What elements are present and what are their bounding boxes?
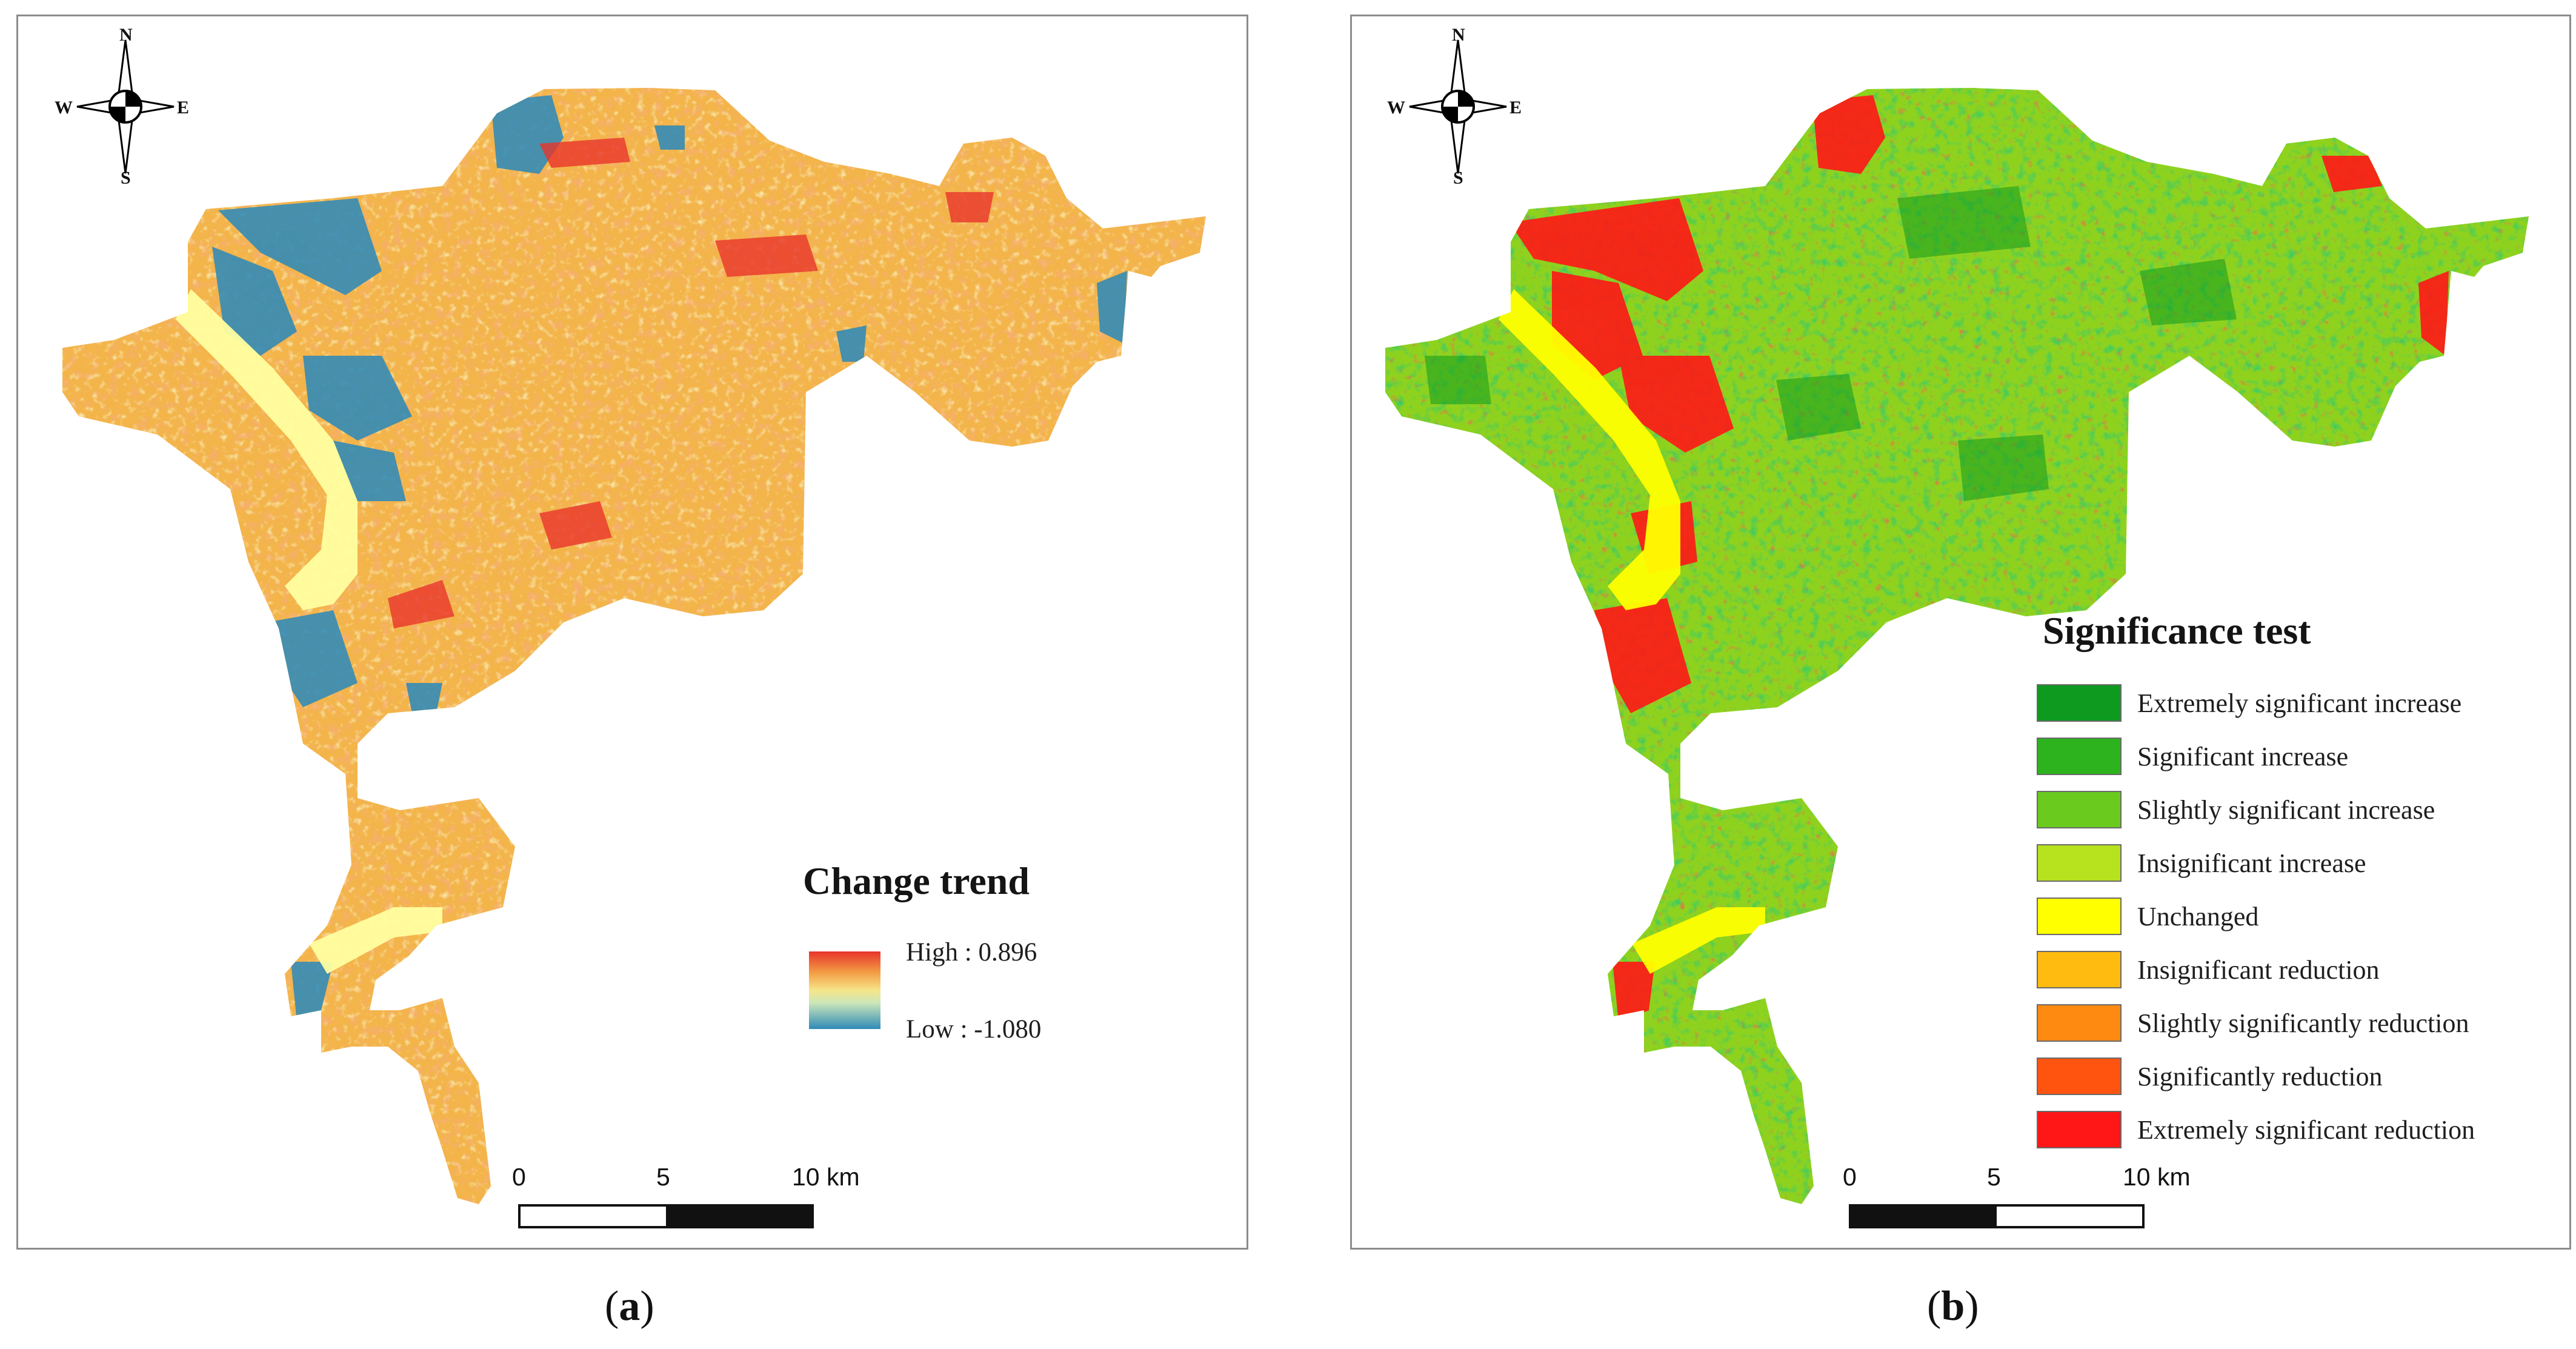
legend-swatch (2037, 1058, 2122, 1095)
significance-test-raster (1385, 88, 2529, 1204)
compass-south-label: S (1453, 168, 1463, 188)
map-panel-a: N S W E Change trend High : 0.896 Low : … (16, 15, 1248, 1250)
caption-a: (a) (605, 1283, 654, 1330)
change-trend-raster (62, 88, 1206, 1204)
legend-swatch (2037, 684, 2122, 722)
north-arrow-compass: N S W E (55, 26, 189, 187)
scale-tick-5: 5 (656, 1163, 670, 1191)
legend-label: Extremely significant reduction (2137, 1114, 2475, 1145)
legend-label: Insignificant reduction (2137, 954, 2380, 985)
scale-tick-10: 10 km (792, 1163, 860, 1191)
scale-bar: 0 5 10 km (512, 1163, 860, 1248)
scale-bar-graphic (1849, 1204, 2145, 1228)
legend-item: Significantly reduction (2037, 1058, 2382, 1095)
legend-item: Significant increase (2037, 738, 2348, 775)
legend-swatch (2037, 844, 2122, 882)
legend-low-label: Low : -1.080 (906, 1015, 1042, 1044)
legend-item: Slightly significant increase (2037, 791, 2435, 828)
significance-test-map (1385, 88, 2529, 1204)
compass-north-label: N (1452, 25, 1465, 45)
change-trend-map (62, 88, 1206, 1204)
legend-title-change-trend: Change trend (803, 859, 1030, 902)
legend-label: Insignificant increase (2137, 848, 2366, 878)
legend-swatch (2037, 791, 2122, 828)
legend-swatch (2037, 1004, 2122, 1042)
legend-label: Significantly reduction (2137, 1061, 2383, 1091)
legend-high-label: High : 0.896 (906, 938, 1037, 967)
compass-east-label: E (177, 98, 190, 118)
scale-bar-graphic (518, 1204, 814, 1228)
legend-item: Extremely significant increase (2037, 684, 2461, 722)
legend-item: Insignificant reduction (2037, 951, 2380, 988)
scale-tick-0: 0 (512, 1163, 526, 1191)
map-panel-b: N S W E Significance test Extremely sign… (1350, 15, 2571, 1250)
north-arrow-compass-b: N S W E (1387, 26, 1522, 187)
legend-label: Slightly significantly reduction (2137, 1008, 2469, 1038)
legend-swatch (2037, 951, 2122, 988)
compass-north-label: N (119, 25, 133, 45)
compass-west-label: W (1387, 98, 1405, 118)
legend-item: Extremely significant reduction (2037, 1111, 2475, 1148)
legend-item: Slightly significantly reduction (2037, 1004, 2469, 1042)
compass-east-label: E (1509, 98, 1522, 118)
scale-bar-b: 0 5 10 km (1843, 1163, 2191, 1248)
legend-swatch (2037, 738, 2122, 775)
legend-label: Significant increase (2137, 741, 2349, 771)
legend-title-significance-test: Significance test (2043, 609, 2311, 652)
compass-west-label: W (55, 98, 73, 118)
compass-south-label: S (121, 168, 131, 188)
legend-label: Unchanged (2137, 901, 2259, 931)
caption-b: (b) (1927, 1283, 1979, 1330)
scale-tick-0: 0 (1843, 1163, 1857, 1191)
legend-item: Insignificant increase (2037, 844, 2366, 882)
legend-label: Slightly significant increase (2137, 794, 2435, 825)
compass-rose-icon (76, 39, 175, 174)
change-trend-color-ramp (809, 951, 880, 1029)
legend-item: Unchanged (2037, 898, 2258, 935)
scale-tick-5: 5 (1987, 1163, 2001, 1191)
legend-swatch (2037, 1111, 2122, 1148)
compass-rose-icon (1409, 39, 1507, 174)
scale-tick-10: 10 km (2123, 1163, 2191, 1191)
legend-label: Extremely significant increase (2137, 688, 2462, 718)
legend-swatch (2037, 898, 2122, 935)
